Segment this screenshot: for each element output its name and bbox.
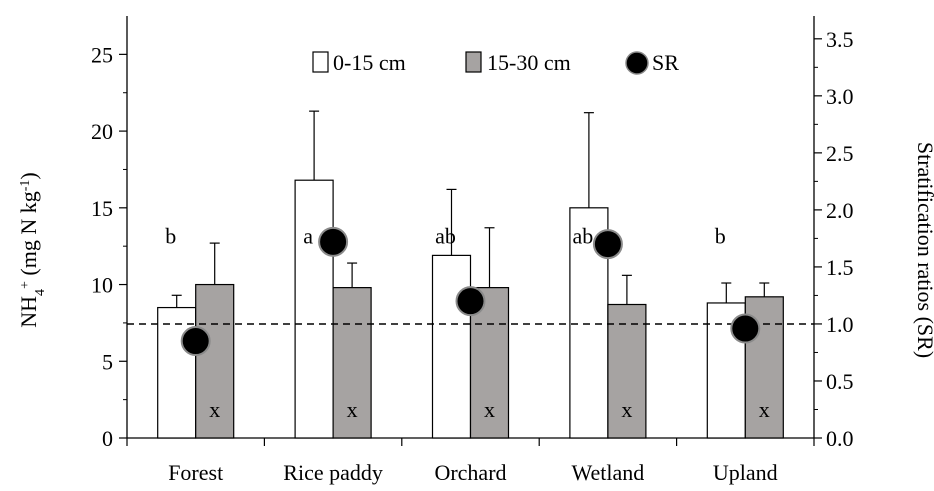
- significance-letter-0-15cm: a: [303, 223, 313, 248]
- legend: 0-15 cm 15-30 cm SR: [312, 50, 679, 75]
- bar-0-15cm: [157, 306, 197, 439]
- sr-point: [592, 229, 623, 260]
- y-right-tick-label: 0.5: [826, 369, 854, 394]
- x-tick-label: Forest: [168, 460, 223, 485]
- x-tick-label: Wetland: [572, 460, 645, 485]
- y-right-tick-label: 0.0: [826, 426, 854, 451]
- bar-15-30cm: [607, 303, 647, 439]
- bar-15-30cm: [332, 287, 372, 439]
- significance-letter-15-30cm: x: [209, 397, 220, 422]
- y-right-tick-label: 1.5: [826, 255, 854, 280]
- y-right-tick-label: 2.0: [826, 198, 854, 223]
- y-right-tick-label: 1.0: [826, 312, 854, 337]
- significance-letter-0-15cm: ab: [435, 223, 456, 248]
- sr-point: [318, 226, 349, 257]
- plot-area: 0 5 10 15 20 25 0.0 0.5 1.0 1.5 2.0 2.5 3.0 3.5 b x Fore…: [91, 16, 854, 485]
- y-left-tick-label: 20: [91, 119, 113, 144]
- x-tick-label: Orchard: [434, 460, 506, 485]
- bar-0-15cm: [294, 179, 334, 439]
- bar-15-30cm: [195, 283, 235, 439]
- significance-letter-15-30cm: x: [759, 397, 770, 422]
- x-tick-label: Rice paddy: [283, 460, 383, 485]
- y-right-tick-label: 2.5: [826, 141, 854, 166]
- sr-point: [180, 326, 211, 357]
- significance-letter-0-15cm: b: [715, 223, 726, 248]
- significance-letter-15-30cm: x: [347, 397, 358, 422]
- bar-0-15cm: [431, 254, 472, 439]
- significance-letter-0-15cm: ab: [573, 223, 594, 248]
- significance-letter-15-30cm: x: [621, 397, 632, 422]
- y-right-tick-label: 3.5: [826, 27, 854, 52]
- legend-swatch-0-15cm: [312, 51, 329, 73]
- legend-label-15-30cm: 15-30 cm: [487, 50, 571, 75]
- y-left-tick-label: 15: [91, 196, 113, 221]
- significance-letter-0-15cm: b: [165, 223, 176, 248]
- legend-label-sr: SR: [652, 50, 679, 75]
- sr-point: [455, 286, 486, 317]
- x-tick-label: Upland: [713, 460, 778, 485]
- legend-marker-sr: [625, 51, 649, 75]
- legend-label-0-15cm: 0-15 cm: [333, 50, 406, 75]
- y-axis-right-title: Stratification ratios (SR): [913, 142, 934, 358]
- y-left-tick-label: 25: [91, 42, 113, 67]
- y-left-tick-label: 10: [91, 273, 113, 298]
- y-axis-left-title: NH4+ (mg N kg-1): [16, 172, 48, 328]
- significance-letter-15-30cm: x: [484, 397, 495, 422]
- y-left-tick-label: 0: [102, 426, 113, 451]
- sr-point: [730, 313, 761, 344]
- y-right-tick-label: 3.0: [826, 84, 854, 109]
- legend-swatch-15-30cm: [465, 51, 482, 73]
- y-left-tick-label: 5: [102, 349, 113, 374]
